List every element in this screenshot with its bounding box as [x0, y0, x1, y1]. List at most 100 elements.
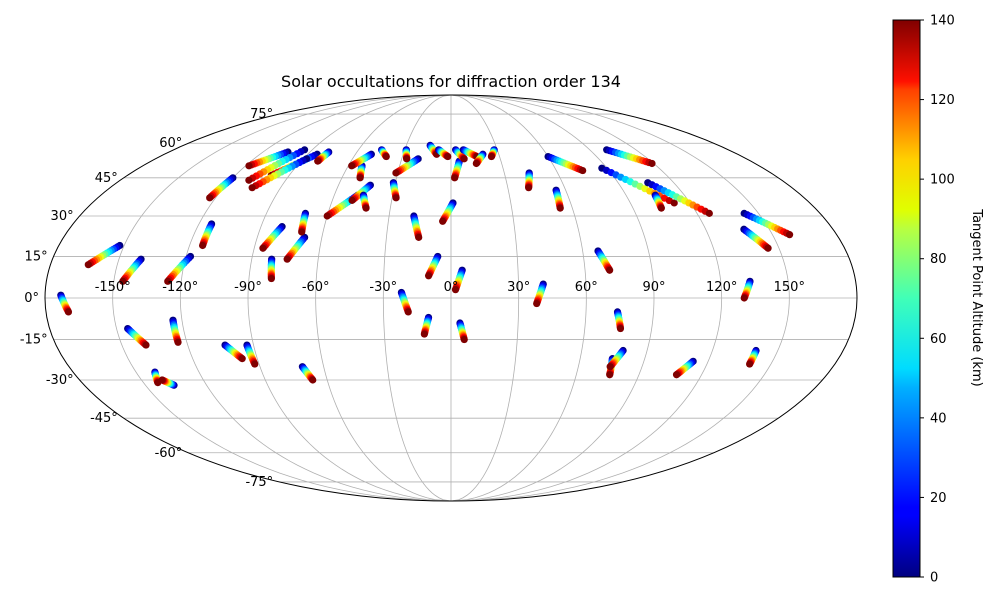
occultation-track [199, 220, 216, 250]
longitude-tick-label: -120° [162, 280, 198, 295]
track-point [439, 217, 447, 225]
track-point [283, 255, 291, 263]
occultation-track [124, 324, 150, 349]
track-point [382, 152, 390, 161]
track-point [525, 184, 533, 192]
track-point [648, 159, 656, 168]
track-point [705, 209, 713, 217]
occultation-track [169, 316, 182, 346]
map-boundary [44, 94, 858, 502]
track-point [657, 204, 665, 212]
track-point [606, 371, 614, 379]
colorbar-tick-label: 60 [930, 332, 947, 347]
longitude-tick-label: 60° [575, 280, 598, 295]
occultation-track [245, 148, 292, 170]
occultation-track [452, 146, 468, 163]
colorbar-tick-label: 120 [930, 93, 955, 108]
track-point [420, 330, 428, 338]
occultation-track [456, 319, 468, 344]
longitude-tick-label: 150° [774, 280, 805, 295]
occultation-track [439, 199, 457, 225]
latitude-tick-label: -60° [155, 446, 183, 461]
track-point [267, 274, 275, 283]
occultation-track [248, 155, 311, 192]
longitude-tick-label: 120° [706, 280, 737, 295]
track-point [348, 162, 356, 170]
track-point [174, 338, 182, 346]
track-point [309, 376, 317, 384]
track-point [64, 308, 73, 316]
occultation-track [603, 146, 656, 168]
colorbar-tick-label: 140 [930, 14, 955, 29]
occultation-track [544, 152, 587, 175]
track-point [451, 286, 460, 294]
occultation-track [397, 288, 412, 316]
occultation-track [57, 291, 73, 316]
track-point [579, 166, 587, 175]
occultation-track [298, 209, 310, 236]
occultation-track [672, 357, 697, 379]
occultation-track [552, 186, 564, 212]
track-point [444, 152, 452, 161]
occultation-track [606, 346, 627, 371]
track-point [158, 376, 166, 384]
occultation-track [435, 146, 452, 161]
occultation-track [389, 179, 400, 202]
occultation-track [410, 212, 423, 241]
track-point [424, 272, 433, 280]
occultation-track [267, 255, 276, 283]
occultation-track [402, 146, 411, 163]
track-point [764, 244, 772, 252]
track-point [556, 204, 564, 212]
track-point [451, 174, 459, 182]
occultation-track [746, 346, 760, 368]
track-point [392, 194, 400, 202]
track-point [740, 294, 748, 302]
track-point [245, 162, 253, 170]
occultation-track [151, 368, 162, 387]
occultation-track [84, 241, 124, 269]
track-point [392, 169, 400, 177]
occultation-track [283, 233, 309, 263]
occultation-track [594, 247, 614, 274]
longitude-tick-label: 90° [642, 280, 665, 295]
occultation-track [598, 164, 678, 207]
latitude-tick-label: 15° [25, 249, 48, 264]
colorbar-tick-label: 0 [930, 571, 938, 586]
latitude-tick-label: 0° [24, 291, 39, 306]
track-point [670, 199, 678, 207]
colorbar-tick-label: 20 [930, 491, 947, 506]
occultation-track [245, 146, 309, 184]
occultation-track [644, 179, 713, 217]
track-point [248, 184, 256, 192]
longitude-tick-label: -30° [369, 280, 397, 295]
track-point [298, 228, 306, 236]
occultation-track [451, 266, 466, 294]
track-point [672, 371, 681, 379]
track-point [245, 176, 253, 184]
latitude-tick-label: 75° [250, 107, 273, 122]
track-point [533, 299, 541, 308]
track-point [487, 152, 496, 161]
latitude-labels: -75° -60° -45° -30° -15° 0° 15° 30° 45° 60° 75° [20, 107, 273, 490]
occultation-track [314, 148, 333, 165]
track-point [323, 212, 331, 220]
track-point [251, 360, 259, 368]
track-point [314, 157, 322, 165]
occultation-track [259, 223, 286, 252]
occultation-track [472, 150, 487, 168]
occultation-track [525, 169, 533, 192]
colorbar-tick-label: 80 [930, 252, 947, 267]
latitude-tick-label: -45° [90, 411, 118, 426]
occultation-track [451, 157, 463, 182]
occultation-tracks [57, 141, 794, 389]
colorbar-label: Tangent Point Altitude (km) [969, 208, 984, 386]
colorbar-tick-label: 100 [930, 173, 955, 188]
track-point [415, 233, 423, 241]
longitude-tick-label: -60° [302, 280, 330, 295]
track-point [606, 363, 614, 371]
track-point [199, 241, 207, 250]
track-point [142, 341, 150, 349]
track-point [238, 355, 246, 363]
track-point [206, 194, 214, 202]
